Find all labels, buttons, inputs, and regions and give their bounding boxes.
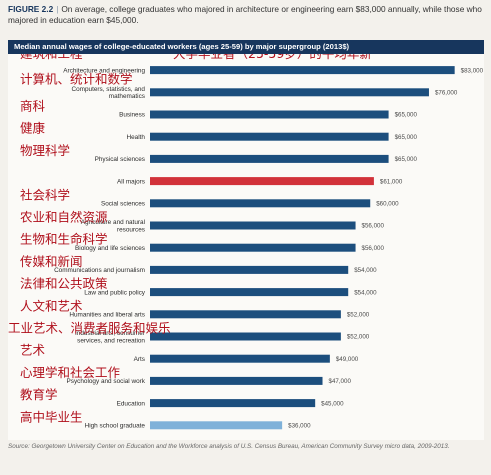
category-label: Computers, statistics, and — [71, 86, 145, 93]
chart-area: Architecture and engineering $83,000 Compu… — [8, 54, 484, 440]
value-label: $65,000 — [395, 134, 418, 141]
category-label: Biology and life sciences — [75, 245, 145, 252]
annotation-label: 艺术 — [20, 343, 46, 358]
value-label: $49,000 — [336, 356, 359, 363]
value-label: $65,000 — [395, 112, 418, 119]
bar — [150, 88, 429, 97]
bar — [150, 332, 341, 341]
annotation-label: 工业艺术、消费者服务和娱乐 — [8, 321, 171, 336]
category-label: Humanities and liberal arts — [69, 312, 145, 319]
bar — [150, 110, 389, 119]
annotation-label: 健康 — [20, 121, 46, 136]
chart-title: Median annual wages of college-educated … — [8, 40, 484, 54]
category-label: High school graduate — [85, 423, 146, 430]
bar — [150, 421, 283, 430]
category-label: Business — [119, 112, 145, 119]
annotation-label: 心理学和社会工作 — [20, 365, 121, 380]
category-label: Industrial arts, consumer — [75, 330, 146, 337]
category-label: Communications and journalism — [54, 267, 145, 274]
category-label: services, and recreation — [77, 337, 145, 344]
category-label: mathematics — [109, 93, 145, 100]
value-label: $61,000 — [380, 178, 403, 185]
annotation-label: 建筑和工程 — [20, 54, 83, 61]
annotation-label: 教育学 — [20, 387, 58, 402]
bar — [150, 177, 374, 186]
annotation-label: 人文和艺术 — [20, 298, 83, 313]
annotation-label: 传媒和新闻 — [20, 254, 83, 269]
annotation-label: 大学毕业者（25-59岁）的平均年薪 — [173, 54, 372, 61]
value-label: $60,000 — [376, 201, 399, 208]
value-label: $52,000 — [347, 334, 370, 341]
annotation-label: 高中毕业生 — [20, 409, 83, 424]
value-label: $45,000 — [321, 400, 344, 407]
bar-chart: Architecture and engineering $83,000 Compu… — [8, 54, 484, 430]
category-label: All majors — [117, 178, 145, 185]
category-label: Agriculture and natural — [81, 219, 145, 226]
bar — [150, 243, 356, 252]
value-label: $56,000 — [362, 245, 385, 252]
value-label: $54,000 — [354, 267, 377, 274]
category-label: Psychology and social work — [66, 378, 145, 385]
figure-label: FIGURE 2.2 — [8, 4, 54, 14]
bar — [150, 221, 356, 230]
category-label: Social sciences — [101, 201, 145, 208]
category-label: Architecture and engineering — [63, 67, 145, 74]
value-label: $54,000 — [354, 289, 377, 296]
category-label: resources — [117, 226, 145, 233]
annotation-label: 法律和公共政策 — [20, 276, 108, 291]
category-label: Physical sciences — [95, 156, 145, 163]
figure-separator: | — [56, 4, 59, 14]
bar — [150, 288, 349, 297]
value-label: $56,000 — [362, 223, 385, 230]
value-label: $65,000 — [395, 156, 418, 163]
value-label: $47,000 — [329, 378, 352, 385]
value-label: $52,000 — [347, 312, 370, 319]
bar — [150, 310, 341, 319]
value-label: $83,000 — [461, 67, 484, 74]
annotation-label: 农业和自然资源 — [20, 210, 108, 225]
bar — [150, 399, 316, 408]
value-label: $36,000 — [288, 423, 311, 430]
figure-description: On average, college graduates who majore… — [8, 4, 482, 25]
annotation-label: 商科 — [20, 99, 46, 114]
bar — [150, 66, 455, 75]
source-note: Source: Georgetown University Center on … — [8, 443, 450, 450]
figure-header: FIGURE 2.2 | On average, college graduates… — [8, 4, 484, 40]
annotation-label: 生物和生命科学 — [20, 232, 108, 247]
annotation-label: 计算机、统计和数学 — [20, 71, 133, 86]
category-label: Education — [117, 400, 146, 407]
bar — [150, 199, 371, 208]
category-label: Health — [127, 134, 146, 141]
bar — [150, 265, 349, 274]
bar — [150, 354, 330, 363]
annotation-label: 物理科学 — [20, 143, 70, 158]
value-label: $76,000 — [435, 90, 458, 97]
category-label: Arts — [134, 356, 145, 363]
bar — [150, 376, 323, 385]
annotation-label: 社会科学 — [20, 187, 70, 202]
bar — [150, 154, 389, 163]
bar — [150, 132, 389, 141]
category-label: Law and public policy — [84, 289, 146, 296]
